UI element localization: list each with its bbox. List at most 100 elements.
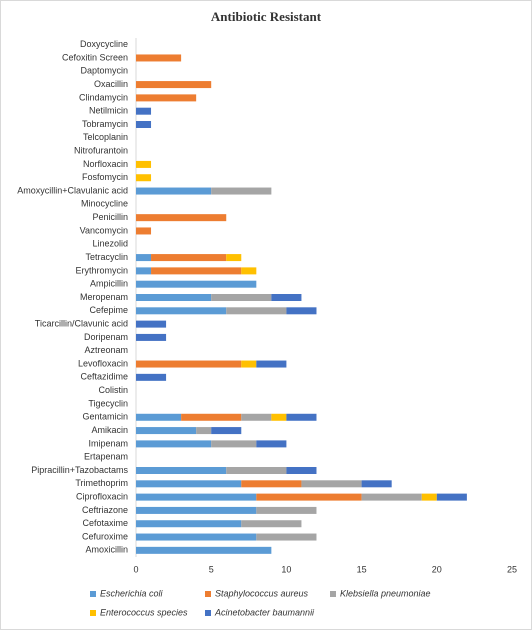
y-tick-label: Gentamicin — [82, 412, 128, 422]
bar-segment — [136, 294, 212, 301]
bar-segment — [256, 506, 317, 514]
bar-segment — [136, 121, 152, 128]
y-tick-label: Ciprofloxacin — [76, 491, 128, 501]
y-tick-label: Trimethoprim — [75, 478, 128, 488]
chart-title: Antibiotic Resistant — [211, 9, 322, 24]
x-tick-label: 10 — [281, 564, 291, 574]
y-tick-label: Telcoplanin — [83, 132, 128, 142]
bar-segment — [136, 493, 257, 501]
y-tick-label: Cefoxitin Screen — [62, 52, 128, 62]
bar-segment — [136, 506, 257, 514]
legend-label: Enterococcus species — [100, 607, 188, 617]
y-tick-label: Linezolid — [92, 239, 128, 249]
bar-segment — [136, 280, 257, 288]
y-tick-label: Pipracillin+Tazobactams — [31, 465, 128, 475]
y-tick-label: Ampicillin — [90, 279, 128, 289]
x-tick-label: 20 — [432, 564, 442, 574]
y-tick-label: Daptomycin — [80, 66, 128, 76]
bar-segment — [226, 307, 287, 315]
bar-segment — [196, 427, 212, 435]
y-tick-label: Tigecyclin — [88, 398, 128, 408]
y-tick-label: Amikacin — [91, 425, 128, 435]
y-tick-label: Cefotaxime — [82, 518, 128, 528]
y-tick-label: Penicillin — [92, 212, 128, 222]
y-tick-label: Clindamycin — [79, 92, 128, 102]
x-tick-label: 25 — [507, 564, 517, 574]
bar-segment — [256, 360, 287, 368]
bar-segment — [436, 493, 467, 501]
bar-segment — [361, 493, 422, 501]
x-tick-label: 5 — [209, 564, 214, 574]
bar-segment — [136, 320, 167, 328]
bar-segment — [361, 480, 392, 488]
bar-segment — [136, 373, 167, 381]
y-tick-label: Ceftriazone — [82, 505, 128, 515]
y-tick-label: Nitrofurantoin — [74, 145, 128, 155]
bar-segment — [136, 160, 152, 168]
y-tick-label: Netilmicin — [89, 106, 128, 116]
legend-swatch — [330, 591, 336, 597]
bar-segment — [241, 413, 272, 421]
bar-segment — [241, 267, 257, 275]
bar-segment — [271, 294, 302, 301]
bar-segment — [286, 307, 317, 315]
bar-segment — [301, 480, 362, 488]
bar-segment — [256, 533, 317, 541]
bar-segment — [151, 254, 227, 262]
bar-segment — [226, 254, 242, 262]
bar-segment — [136, 107, 152, 115]
bar-segment — [136, 360, 242, 368]
x-tick-label: 0 — [133, 564, 138, 574]
bar-segment — [241, 480, 302, 488]
bar-segment — [286, 413, 317, 421]
legend-label: Escherichia coli — [100, 588, 164, 598]
legend-swatch — [90, 610, 96, 616]
legend-swatch — [205, 610, 211, 616]
y-tick-label: Tobramycin — [82, 119, 128, 129]
bar-segment — [136, 187, 212, 195]
bar-segment — [241, 360, 257, 368]
y-tick-label: Imipenam — [88, 438, 128, 448]
y-tick-label: Doxycycline — [80, 39, 128, 49]
y-tick-label: Aztreonam — [84, 345, 128, 355]
y-tick-label: Cefepime — [89, 305, 128, 315]
bar-segment — [136, 413, 182, 421]
bar-segment — [136, 533, 257, 541]
y-tick-label: Meropenam — [80, 292, 128, 302]
bar-segment — [211, 187, 272, 195]
y-tick-label: Amoxicillin — [85, 545, 128, 555]
y-tick-label: Ticarcillin/Clavunic acid — [35, 318, 128, 328]
bar-segment — [136, 520, 242, 528]
bar-segment — [226, 467, 287, 474]
bar-segment — [211, 440, 257, 448]
bar-segment — [181, 413, 242, 421]
bar-segment — [151, 267, 242, 275]
bar-segment — [211, 427, 242, 435]
y-tick-label: Cefuroxime — [82, 531, 128, 541]
y-tick-label: Colistin — [98, 385, 128, 395]
bar-segment — [136, 307, 227, 315]
y-tick-label: Amoxycillin+Clavulanic acid — [17, 185, 128, 195]
y-tick-label: Minocycline — [81, 199, 128, 209]
bar-segment — [136, 214, 227, 222]
bar-segment — [136, 174, 152, 182]
bar-segment — [136, 54, 182, 62]
bar-segment — [136, 427, 197, 435]
bar-segment — [136, 480, 242, 488]
bar-segment — [136, 546, 272, 554]
bar-segment — [421, 493, 437, 501]
bar-segment — [256, 493, 362, 501]
y-tick-label: Fosfomycin — [82, 172, 128, 182]
y-tick-label: Vancomycin — [80, 225, 128, 235]
bar-segment — [136, 254, 152, 262]
legend-swatch — [205, 591, 211, 597]
x-tick-label: 15 — [357, 564, 367, 574]
bar-segment — [241, 520, 302, 528]
bar-segment — [136, 94, 197, 102]
bar-segment — [286, 467, 317, 474]
y-tick-label: Norfloxacin — [83, 159, 128, 169]
bar-segment — [136, 440, 212, 448]
bar-segment — [271, 413, 287, 421]
bar-segment — [136, 467, 227, 474]
